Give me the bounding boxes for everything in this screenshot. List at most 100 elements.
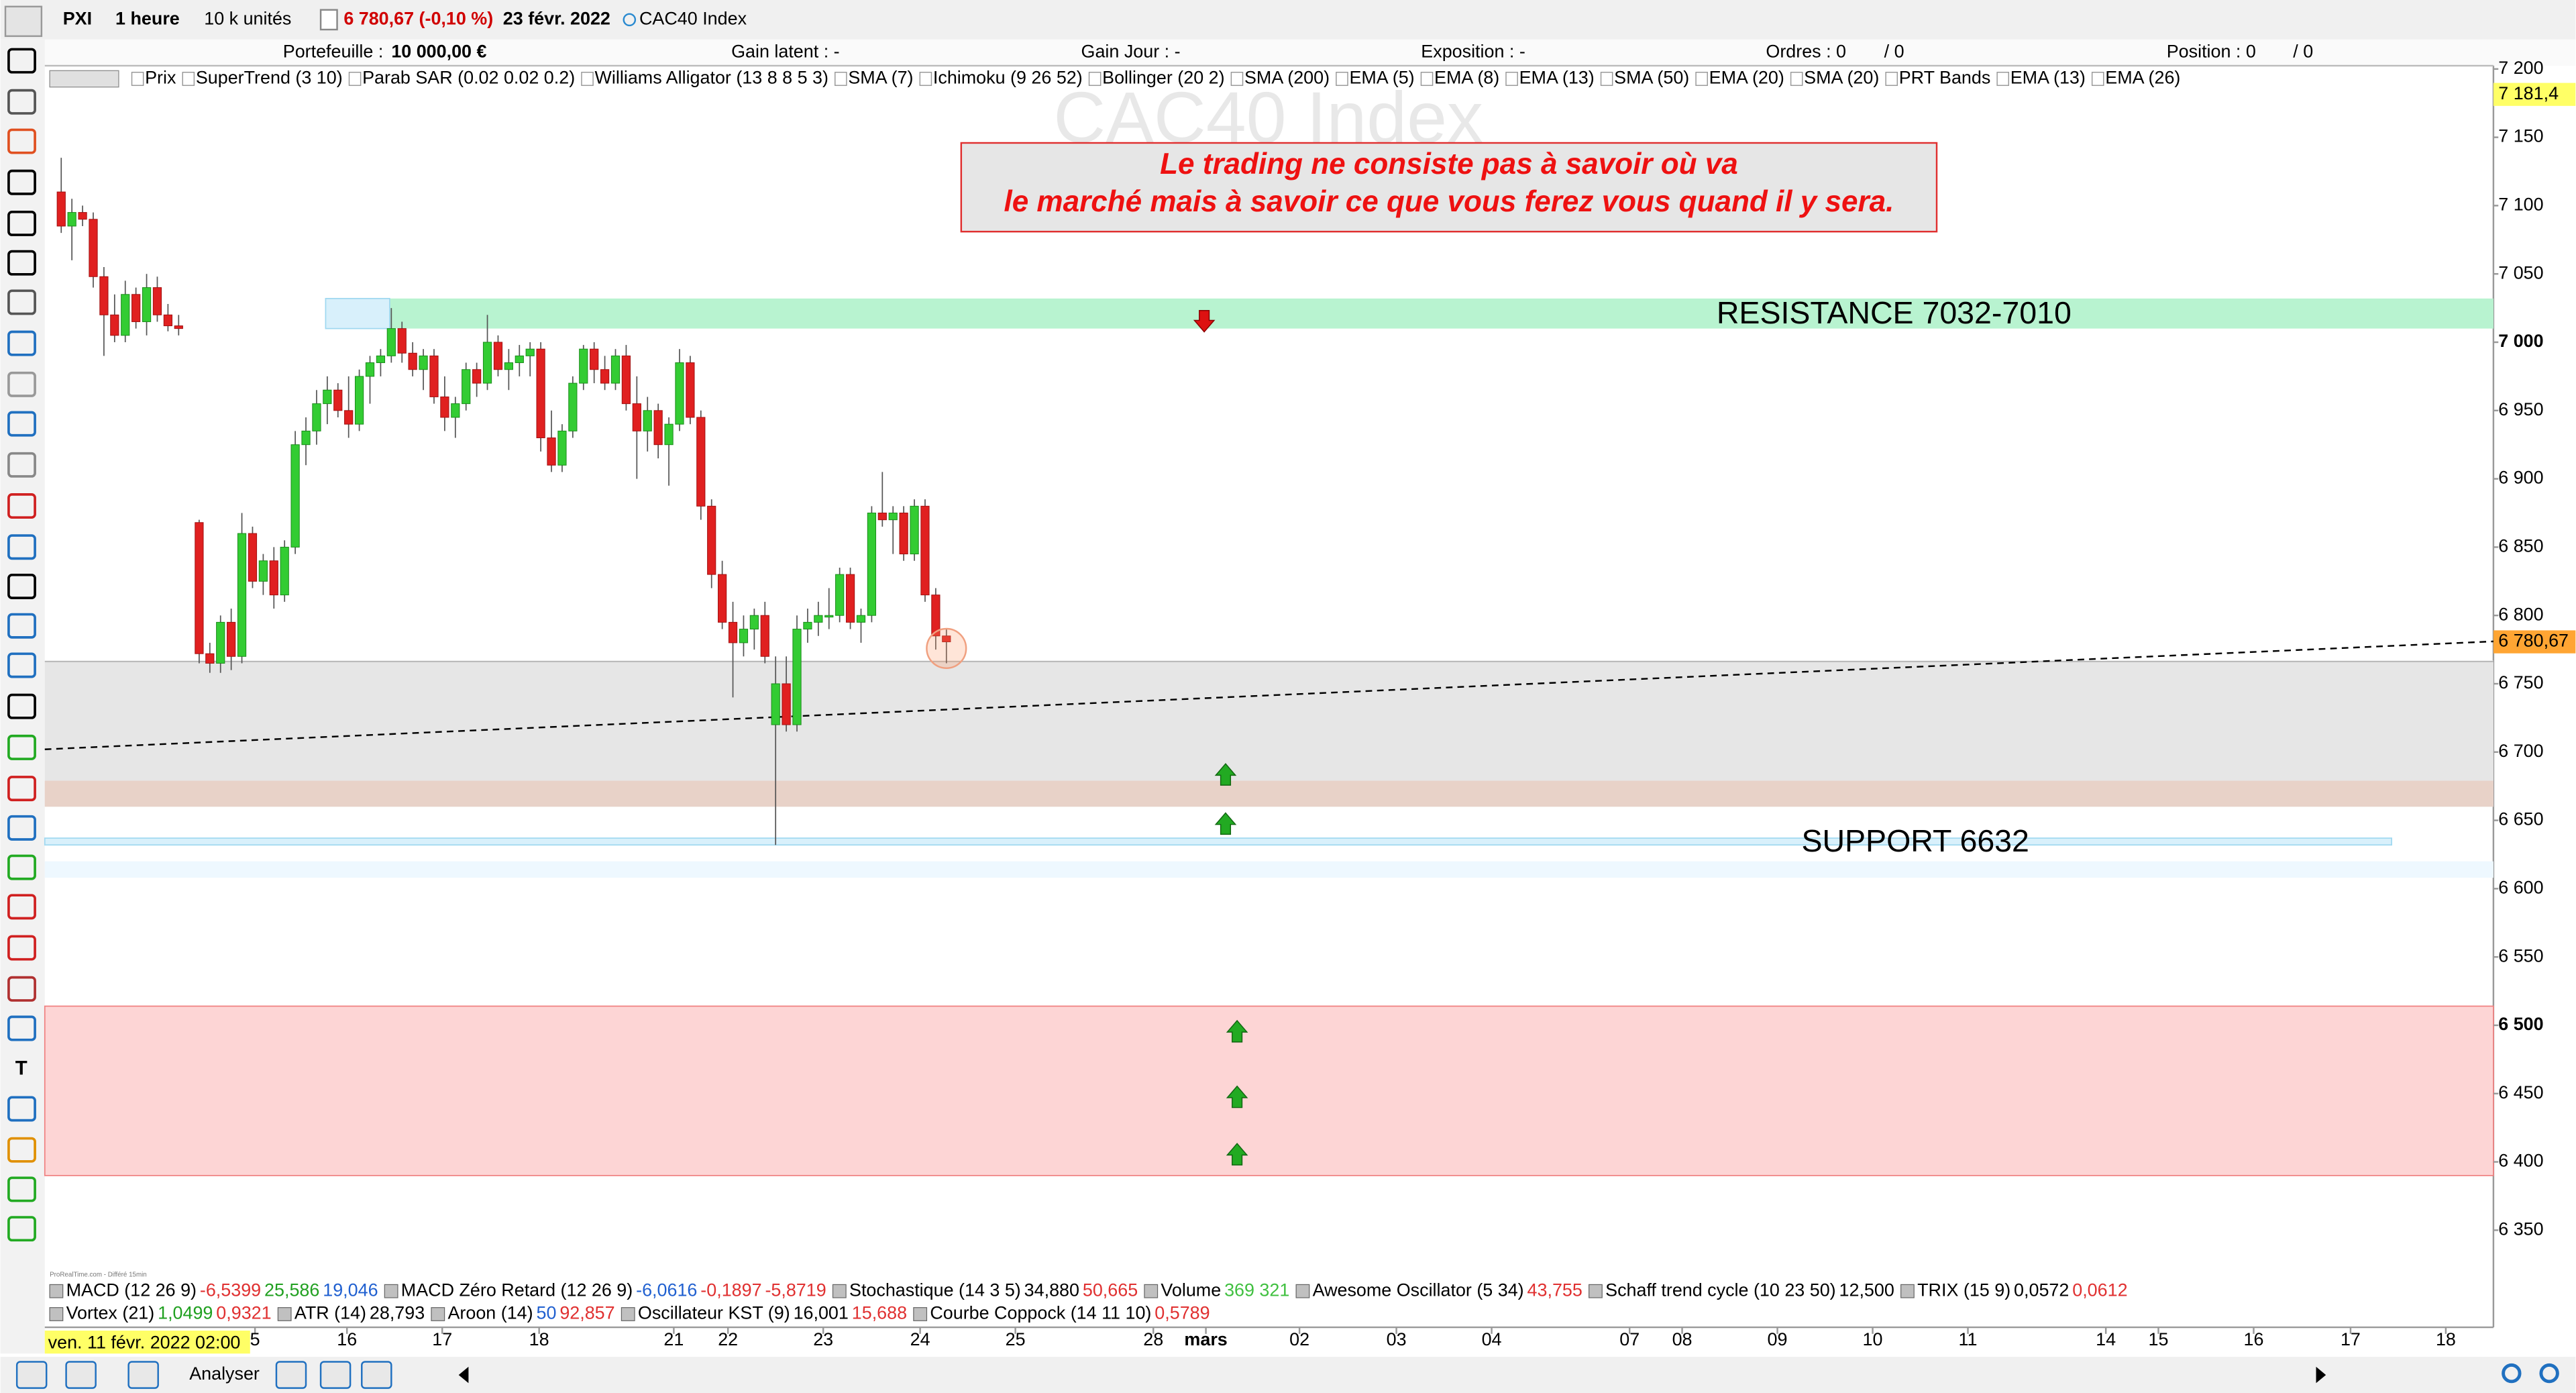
- signal-arrow: [1193, 310, 1216, 333]
- tool-icon[interactable]: [7, 411, 36, 437]
- indicator-checkbox[interactable]: [1695, 71, 1708, 87]
- indicator-checkbox[interactable]: [1885, 71, 1898, 87]
- indicator-checkbox[interactable]: [835, 71, 847, 87]
- tool-icon[interactable]: [7, 574, 36, 599]
- tool-icon[interactable]: [7, 330, 36, 356]
- instrument[interactable]: PXI: [63, 8, 92, 28]
- indicator-name[interactable]: EMA (13): [2010, 68, 2086, 88]
- indicator-checkbox[interactable]: [1600, 71, 1613, 87]
- tool-icon[interactable]: [7, 289, 36, 315]
- indicator-checkbox[interactable]: [1996, 71, 2009, 87]
- candle-body: [237, 533, 247, 657]
- indicator-checkbox[interactable]: [1230, 71, 1244, 87]
- units[interactable]: 10 k unités: [204, 8, 291, 28]
- tool-icon[interactable]: [7, 652, 36, 678]
- indicator-name: Schaff trend cycle (10 23 50): [1605, 1280, 1836, 1300]
- tool-icon[interactable]: [7, 734, 36, 760]
- tool-icon[interactable]: [7, 452, 36, 478]
- tool-icon[interactable]: [7, 1015, 36, 1041]
- text-tool[interactable]: T: [15, 1057, 28, 1079]
- indicator-checkbox[interactable]: [131, 71, 144, 87]
- tool-icon[interactable]: [7, 693, 36, 719]
- tool-icon[interactable]: [7, 48, 36, 74]
- status-icon[interactable]: [65, 1361, 97, 1389]
- tool-icon[interactable]: [7, 613, 36, 639]
- status-icon[interactable]: [275, 1361, 307, 1389]
- indicator-value: 43,755: [1527, 1280, 1582, 1300]
- status-icon[interactable]: [15, 1361, 48, 1389]
- indicator-name[interactable]: EMA (13): [1519, 68, 1595, 88]
- indicator-name[interactable]: Bollinger (20 2): [1102, 68, 1224, 88]
- tool-icon[interactable]: [7, 976, 36, 1002]
- indicator-swatch: [832, 1284, 847, 1298]
- indicator-name[interactable]: EMA (20): [1709, 68, 1784, 88]
- scroll-left[interactable]: [458, 1366, 469, 1384]
- indicator-checkbox[interactable]: [1790, 71, 1803, 87]
- indicator-name[interactable]: Ichimoku (9 26 52): [933, 68, 1083, 88]
- tool-icon[interactable]: [7, 534, 36, 560]
- analyze-button[interactable]: Analyser: [189, 1363, 260, 1384]
- tool-icon[interactable]: [7, 493, 36, 519]
- y-tick-label: 6 900: [2498, 468, 2543, 488]
- indicator-checkbox[interactable]: [182, 71, 195, 87]
- tool-icon[interactable]: [7, 250, 36, 276]
- indicator-checkbox[interactable]: [1336, 71, 1348, 87]
- indicator-name[interactable]: PRT Bands: [1899, 68, 1991, 88]
- tool-icon[interactable]: [7, 89, 36, 115]
- zoom-icons[interactable]: [2502, 1363, 2559, 1384]
- y-tick-label: 7 050: [2498, 262, 2543, 282]
- tool-icon[interactable]: [7, 1096, 36, 1122]
- tool-icon[interactable]: [7, 210, 36, 236]
- candle-body: [216, 621, 225, 664]
- tool-icon[interactable]: [7, 894, 36, 920]
- indicator-name[interactable]: EMA (8): [1434, 68, 1499, 88]
- candle-body: [376, 355, 386, 364]
- tool-icon[interactable]: [7, 776, 36, 802]
- status-icon[interactable]: [361, 1361, 392, 1389]
- indicator-checkbox[interactable]: [1505, 71, 1518, 87]
- indicator-name[interactable]: SuperTrend (3 10): [196, 68, 343, 88]
- indicator-name[interactable]: EMA (5): [1349, 68, 1414, 88]
- tool-icon[interactable]: [7, 854, 36, 880]
- y-tick-label: 6 850: [2498, 536, 2543, 556]
- tool-icon[interactable]: [7, 935, 36, 961]
- orders: Ordres : 0: [1766, 41, 1846, 61]
- info-icon[interactable]: [319, 9, 338, 31]
- indicator-value: 50,665: [1083, 1280, 1138, 1300]
- tool-icon[interactable]: [7, 1137, 36, 1163]
- tool-icon[interactable]: [7, 815, 36, 841]
- candle-body: [525, 348, 535, 356]
- indicator-checkbox[interactable]: [1088, 71, 1102, 87]
- tool-icon[interactable]: [7, 169, 36, 195]
- tool-icon[interactable]: [7, 1176, 36, 1202]
- indicator-name[interactable]: Williams Alligator (13 8 8 5 3): [595, 68, 828, 88]
- menu-button[interactable]: [4, 5, 43, 38]
- position: Position : 0: [2167, 41, 2256, 61]
- candle-body: [248, 533, 258, 582]
- scroll-right[interactable]: [2316, 1366, 2326, 1384]
- tool-icon[interactable]: [7, 128, 36, 154]
- indicator-checkbox[interactable]: [581, 71, 594, 87]
- signal-arrow: [1226, 1019, 1248, 1043]
- zoom-in[interactable]: [2502, 1363, 2522, 1384]
- indicator-name[interactable]: SMA (20): [1804, 68, 1879, 88]
- x-tick-label: 03: [1387, 1329, 1407, 1349]
- indicator-checkbox[interactable]: [1420, 71, 1434, 87]
- candle-body: [333, 389, 343, 411]
- status-icon[interactable]: [127, 1361, 159, 1389]
- indicator-name[interactable]: SMA (200): [1244, 68, 1330, 88]
- zoom-out[interactable]: [2539, 1363, 2559, 1384]
- indicator-name[interactable]: EMA (26): [2105, 68, 2180, 88]
- tool-icon[interactable]: [7, 1216, 36, 1242]
- indicator-checkbox[interactable]: [919, 71, 932, 87]
- indicator-name[interactable]: Parab SAR (0.02 0.02 0.2): [362, 68, 575, 88]
- indicator-name[interactable]: SMA (50): [1614, 68, 1689, 88]
- period[interactable]: 1 heure: [115, 8, 180, 28]
- indicator-checkbox[interactable]: [348, 71, 362, 87]
- candle-body: [610, 355, 621, 384]
- indicator-checkbox[interactable]: [2091, 71, 2104, 87]
- indicator-name[interactable]: Prix: [145, 68, 176, 88]
- indicator-name[interactable]: SMA (7): [848, 68, 913, 88]
- tool-icon[interactable]: [7, 371, 36, 397]
- status-icon[interactable]: [319, 1361, 352, 1389]
